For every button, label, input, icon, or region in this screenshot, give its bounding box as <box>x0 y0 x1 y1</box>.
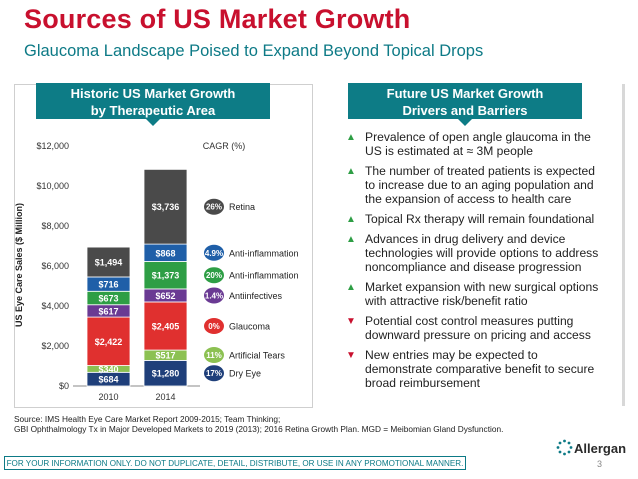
historic-growth-banner: Historic US Market Growth by Therapeutic… <box>36 83 270 126</box>
cagr-badge <box>204 198 224 215</box>
bullet-text: The number of treated patients is expect… <box>365 164 595 206</box>
bar-value-label: $1,280 <box>152 369 180 379</box>
y-tick-label: $6,000 <box>41 261 69 271</box>
bullet-text: Prevalence of open angle glaucoma in the… <box>365 130 591 158</box>
bar-value-label: $2,405 <box>152 322 180 332</box>
y-tick-label: $4,000 <box>41 301 69 311</box>
cagr-value: 11% <box>206 351 222 360</box>
bullet-item: ▲ Topical Rx therapy will remain foundati… <box>345 212 607 226</box>
cagr-value: 17% <box>206 369 222 378</box>
up-triangle-icon: ▲ <box>346 166 356 177</box>
source-note: Source: IMS Health Eye Care Market Repor… <box>14 414 614 434</box>
bullet-text: Potential cost control measures putting … <box>365 314 591 342</box>
bar-value-label: $517 <box>155 351 175 361</box>
up-triangle-icon: ▲ <box>346 214 356 225</box>
banner-line-2: by Therapeutic Area <box>90 103 216 118</box>
cagr-badge <box>204 267 224 284</box>
y-tick-label: $10,000 <box>36 181 69 191</box>
legend-label: Anti-inflammation <box>229 248 299 258</box>
bar-value-label: $3,736 <box>152 202 180 212</box>
y-axis-title: US Eye Care Sales ($ Million) <box>14 203 24 327</box>
bullet-text: Advances in drug delivery and device tec… <box>365 232 599 274</box>
bullet-item: ▲ The number of treated patients is expec… <box>345 164 607 206</box>
bar-segment <box>143 359 188 387</box>
y-tick-label: $8,000 <box>41 221 69 231</box>
legend-label: Antiinfectives <box>229 291 283 301</box>
cagr-badge <box>204 347 224 363</box>
cagr-badge <box>204 365 224 382</box>
future-growth-banner: Future US Market Growth Drivers and Barr… <box>348 83 582 126</box>
banner-line-2: Drivers and Barriers <box>402 103 528 118</box>
bar-value-label: $652 <box>155 291 175 301</box>
bar-value-label: $340 <box>98 364 118 374</box>
legend-label: Anti-inflammation <box>229 271 299 281</box>
bullet-item: ▲ Prevalence of open angle glaucoma in th… <box>345 130 607 158</box>
drivers-barriers-list: ▲ Prevalence of open angle glaucoma in th… <box>345 130 607 396</box>
bar-value-label: $684 <box>98 375 118 385</box>
bar-segment <box>143 301 188 351</box>
x-tick-label: 2014 <box>155 392 175 402</box>
source-line: Source: IMS Health Eye Care Market Repor… <box>14 414 281 424</box>
legend-label: Glaucoma <box>229 322 270 332</box>
bar-value-label: $1,373 <box>152 271 180 281</box>
down-triangle-icon: ▼ <box>346 350 356 361</box>
legend-label: Retina <box>229 202 255 212</box>
cagr-badge <box>204 244 224 261</box>
bullet-item: ▲ Market expansion with new surgical opti… <box>345 280 607 308</box>
cagr-header: CAGR (%) <box>203 141 246 151</box>
up-triangle-icon: ▲ <box>346 132 356 143</box>
y-tick-label: $0 <box>59 381 69 391</box>
up-triangle-icon: ▲ <box>346 282 356 293</box>
up-triangle-icon: ▲ <box>346 234 356 245</box>
cagr-value: 0% <box>208 322 220 331</box>
page-number: 3 <box>597 459 603 469</box>
slide-title: Sources of US Market Growth <box>24 4 411 34</box>
x-tick-label: 2010 <box>98 392 118 402</box>
cagr-value: 26% <box>206 203 222 212</box>
bar-value-label: $617 <box>98 306 118 316</box>
cagr-value: 1.4% <box>205 291 223 300</box>
y-tick-label: $2,000 <box>41 341 69 351</box>
bar-segment <box>143 168 188 245</box>
cagr-value: 20% <box>206 271 222 280</box>
banner-line-1: Historic US Market Growth <box>70 86 236 101</box>
down-triangle-icon: ▼ <box>346 316 356 327</box>
bullet-text: New entries may be expected to demonstra… <box>365 348 595 390</box>
bar-value-label: $2,422 <box>95 337 123 347</box>
company-logo: Allergan <box>574 441 627 456</box>
slide-subtitle: Glaucoma Landscape Poised to Expand Beyo… <box>24 42 484 60</box>
cagr-value: 4.9% <box>205 249 223 258</box>
bar-segment <box>86 246 131 278</box>
legend-label: Dry Eye <box>229 369 261 379</box>
bullet-item: ▲ Advances in drug delivery and device te… <box>345 232 607 274</box>
legend-label: Artificial Tears <box>229 351 285 361</box>
source-line: GBI Ophthalmology Tx in Major Developed … <box>14 424 504 434</box>
bar-value-label: $673 <box>98 294 118 304</box>
disclaimer-box: FOR YOUR INFORMATION ONLY. DO NOT DUPLIC… <box>4 456 466 470</box>
cagr-badge <box>204 287 224 304</box>
bar-value-label: $868 <box>155 248 175 258</box>
allergan-logo-icon <box>556 439 573 456</box>
bullet-item: ▼ New entries may be expected to demonstr… <box>345 348 607 390</box>
side-divider <box>622 84 625 406</box>
bullet-item: ▼ Potential cost control measures putting… <box>345 314 607 342</box>
bar-value-label: $716 <box>98 280 118 290</box>
bar-value-label: $1,494 <box>95 258 123 268</box>
banner-line-1: Future US Market Growth <box>386 86 544 101</box>
y-tick-label: $12,000 <box>36 141 69 151</box>
bar-segment <box>143 261 188 290</box>
cagr-badge <box>204 318 224 335</box>
bullet-text: Market expansion with new surgical optio… <box>365 280 599 308</box>
bullet-text: Topical Rx therapy will remain foundatio… <box>365 212 595 226</box>
